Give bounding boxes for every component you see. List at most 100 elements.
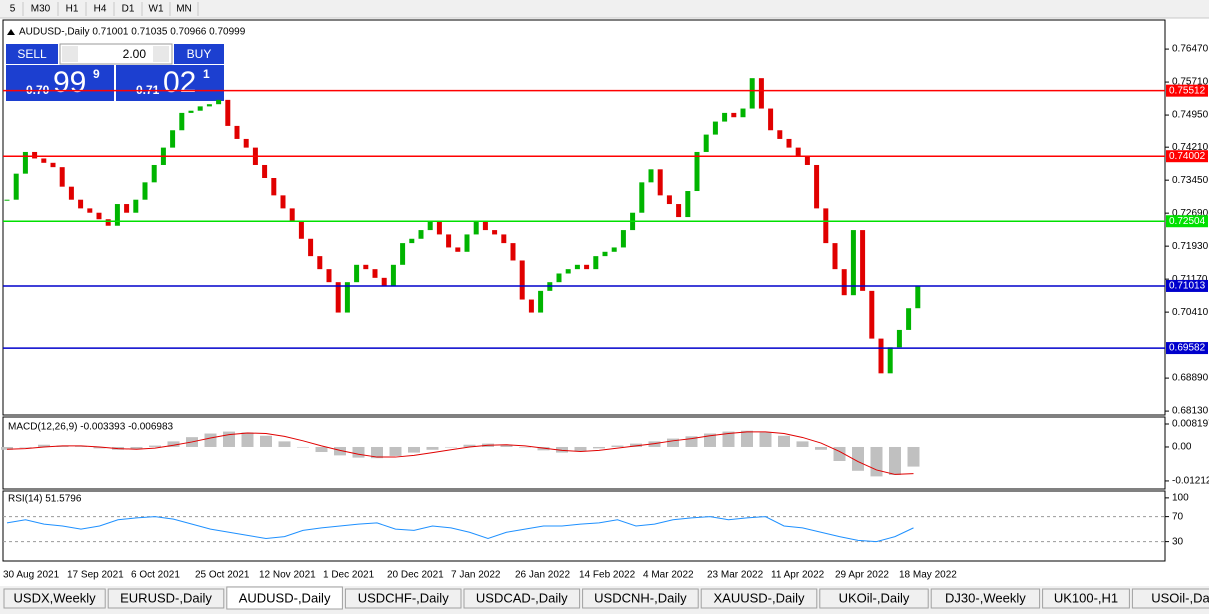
tab[interactable]: XAUUSD-,Daily (700, 588, 818, 609)
bid-box[interactable] (6, 65, 114, 101)
tab[interactable]: DJ30-,Weekly (930, 588, 1041, 609)
macd-bar (278, 441, 291, 447)
tab[interactable]: USDCHF-,Daily (344, 588, 462, 609)
level-tag (1166, 279, 1208, 292)
candle (326, 269, 332, 283)
candle (133, 199, 139, 213)
candle (271, 178, 277, 196)
tab-box (1131, 588, 1209, 609)
lot-increase[interactable] (153, 46, 169, 62)
x-tick-label: 14 Feb 2022 (579, 570, 636, 581)
y-tick-label: 0.72690 (1172, 208, 1209, 219)
candle (777, 130, 783, 139)
timeframe-button[interactable]: H4 (94, 4, 107, 15)
candle (639, 182, 645, 213)
lot-decrease[interactable] (62, 46, 78, 62)
tab[interactable]: USOil-,Daily (1131, 588, 1209, 609)
sell-button[interactable] (6, 44, 58, 64)
candle (216, 99, 222, 105)
tab-label: UKOil-,Daily (839, 590, 910, 605)
tab[interactable]: USDCNH-,Daily (582, 588, 699, 609)
x-tick-label: 17 Sep 2021 (67, 570, 124, 581)
macd-title: MACD(12,26,9) -0.003393 -0.006983 (8, 422, 174, 433)
candle (344, 282, 350, 313)
tab[interactable]: EURUSD-,Daily (107, 588, 225, 609)
y-tick-label: 0.008197 (1172, 419, 1209, 430)
x-tick-label: 30 Aug 2021 (3, 570, 60, 581)
macd-bar (796, 441, 809, 447)
tab-box (700, 588, 818, 609)
candle (482, 221, 488, 231)
candle (142, 182, 148, 200)
tab[interactable]: USDX,Weekly (3, 588, 106, 609)
candle (96, 212, 102, 220)
timeframe-button[interactable]: D1 (122, 4, 135, 15)
macd-bar (426, 446, 439, 450)
macd-bar (648, 441, 661, 447)
sell-label: SELL (17, 47, 47, 61)
x-tick-label: 26 Jan 2022 (515, 570, 570, 581)
x-tick-label: 6 Oct 2021 (131, 570, 180, 581)
lot-input[interactable] (59, 43, 173, 65)
candle (234, 125, 240, 139)
candle (427, 221, 433, 231)
tab-label: UK100-,H1 (1054, 590, 1118, 605)
candle (602, 251, 608, 257)
macd-bar (815, 446, 827, 450)
timeframe-button[interactable]: H1 (66, 4, 79, 15)
macd-bar (315, 446, 328, 453)
timeframe-button[interactable]: 5 (10, 4, 16, 15)
buy-button[interactable] (174, 44, 224, 64)
ask-main: 02 (163, 66, 196, 99)
y-tick-label: 30 (1172, 536, 1184, 547)
y-tick-label: 0.76470 (1172, 44, 1209, 55)
timeframe-button[interactable]: W1 (149, 4, 164, 15)
y-tick-label: 0.68890 (1172, 373, 1209, 384)
macd-bar (741, 430, 753, 447)
timeframe-button[interactable]: MN (176, 4, 192, 15)
y-tick-label: 0.68130 (1172, 406, 1209, 417)
lot-value: 2.00 (123, 47, 147, 61)
candle (225, 99, 231, 126)
candle (666, 195, 672, 205)
tab[interactable]: UK100-,H1 (1042, 588, 1130, 609)
candle (262, 164, 268, 178)
macd-bar (1, 446, 13, 450)
candle (556, 273, 562, 283)
x-tick-label: 25 Oct 2021 (195, 570, 250, 581)
candle (381, 277, 387, 287)
x-tick-label: 18 May 2022 (899, 570, 957, 581)
timeframe-button[interactable]: M30 (31, 4, 51, 15)
candle (685, 191, 691, 218)
candle (841, 269, 847, 296)
tab[interactable]: AUDUSD-,Daily (226, 586, 343, 610)
candle (22, 151, 28, 174)
tab-label: USDX,Weekly (14, 590, 97, 605)
tab[interactable]: USDCAD-,Daily (463, 588, 581, 609)
macd-bar (778, 435, 790, 447)
macd-bar (593, 446, 605, 449)
macd-bar (389, 446, 402, 456)
candle (464, 234, 470, 252)
candle (87, 208, 93, 213)
tab-label: XAUUSD-,Daily (713, 590, 805, 605)
candle (124, 204, 130, 213)
collapse-arrow[interactable] (7, 29, 15, 35)
tab[interactable]: UKOil-,Daily (819, 588, 929, 609)
candle (151, 164, 157, 183)
tab-label: USDCHF-,Daily (358, 590, 450, 605)
candle (68, 186, 74, 200)
level-tag (1166, 342, 1208, 355)
candle (584, 264, 590, 270)
level-label: 0.74002 (1169, 151, 1206, 162)
chart-header: AUDUSD-,Daily 0.71001 0.71035 0.70966 0.… (19, 27, 246, 38)
candle (59, 167, 65, 187)
ask-box[interactable] (116, 65, 224, 101)
tab-label: EURUSD-,Daily (120, 590, 212, 605)
candle (823, 208, 829, 244)
level-tag (1166, 215, 1208, 228)
rsi-title: RSI(14) 51.5796 (8, 494, 82, 505)
candle (804, 156, 810, 165)
